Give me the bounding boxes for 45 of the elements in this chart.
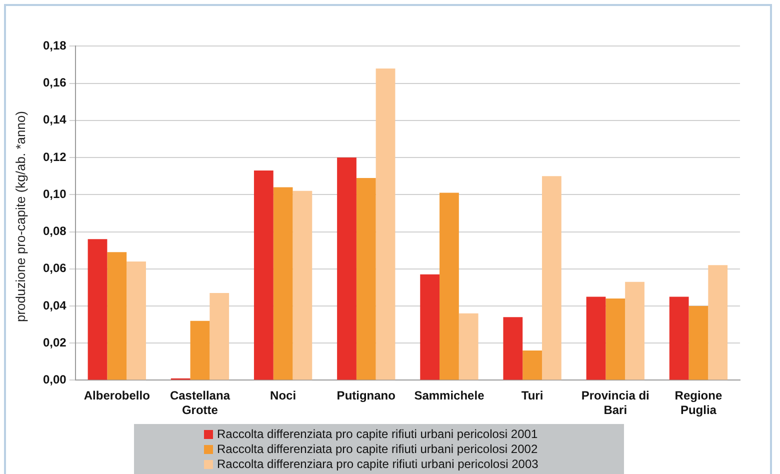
- y-tick-label: 0,08: [42, 224, 67, 238]
- legend-label: Raccolta differenziara pro capite rifiuti urbani pericolosi 2003: [217, 457, 538, 472]
- bar: [210, 292, 230, 380]
- bar: [440, 192, 459, 380]
- bar: [669, 296, 689, 380]
- legend-label: Raccolta differenziata pro capite rifiuti urbani pericolosi 2001: [217, 427, 538, 442]
- y-tick-label: 0,06: [42, 261, 67, 276]
- bar: [606, 298, 626, 380]
- bar: [376, 68, 396, 380]
- bar: [356, 178, 376, 380]
- x-tick-label: Alberobello: [84, 388, 150, 403]
- bar: [126, 261, 146, 380]
- x-tick-label: Regione Puglia: [674, 388, 722, 418]
- y-tick-label: 0,10: [42, 186, 67, 201]
- bar: [107, 252, 127, 380]
- x-tick-label: Castellana Grotte: [170, 388, 230, 418]
- x-tick-label: Turi: [521, 388, 544, 403]
- bar: [542, 176, 562, 380]
- y-tick-label: 0,02: [42, 335, 67, 350]
- bar: [625, 282, 644, 380]
- bar: [503, 317, 523, 380]
- x-tick-label: Putignano: [336, 388, 396, 403]
- bar: [292, 190, 312, 380]
- y-tick-label: 0,04: [42, 298, 67, 312]
- bar: [190, 320, 210, 380]
- bar: [420, 274, 440, 380]
- y-axis-title: produzione pro-capite (kg/ab. *anno): [14, 110, 28, 322]
- x-tick-label: Sammichele: [414, 388, 485, 403]
- y-tick-label: 0,18: [42, 38, 67, 53]
- y-tick-label: 0,14: [42, 112, 67, 127]
- bar: [273, 187, 293, 380]
- x-tick-label: Noci: [270, 388, 296, 403]
- x-tick-label: Provincia di Bari: [581, 388, 650, 418]
- bar: [708, 265, 728, 380]
- bar: [88, 239, 108, 380]
- bar: [586, 296, 606, 380]
- bar: [337, 158, 356, 380]
- bar: [688, 306, 708, 380]
- y-tick-label: 0,12: [42, 150, 67, 164]
- bar: [522, 350, 542, 380]
- bar: [458, 313, 478, 380]
- legend-label: Raccolta differenziata pro capite rifiuti urbani pericolosi 2002: [217, 442, 538, 457]
- y-tick-label: 0,00: [42, 372, 67, 387]
- bar: [254, 170, 274, 380]
- y-tick-label: 0,16: [42, 76, 67, 90]
